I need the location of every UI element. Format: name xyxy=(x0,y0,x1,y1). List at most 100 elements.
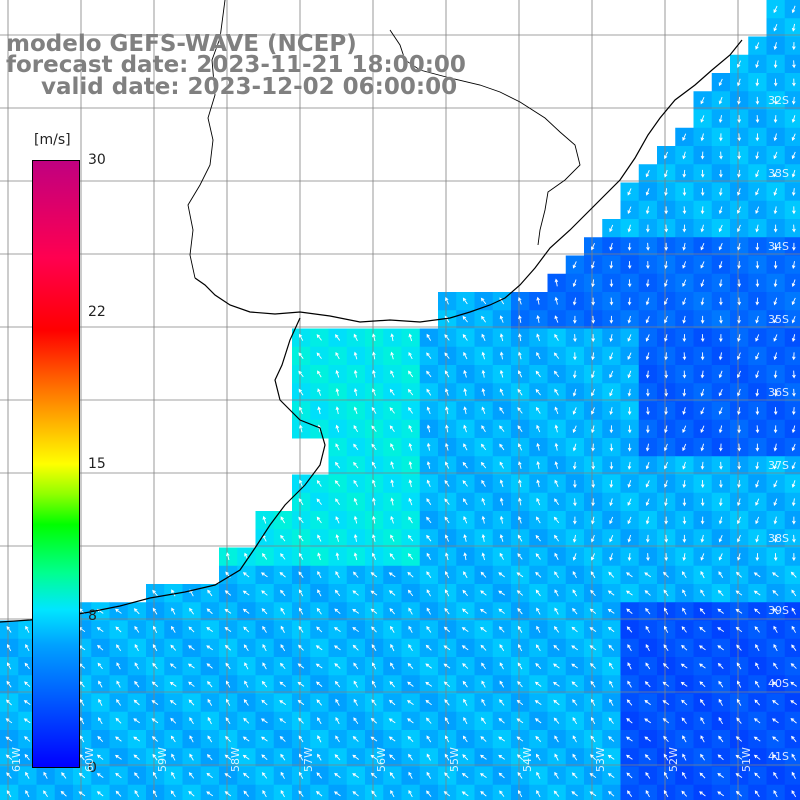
wind-speed-cell xyxy=(784,91,800,110)
wind-vector xyxy=(481,534,486,542)
wind-vector xyxy=(152,625,158,633)
wind-vector xyxy=(372,479,376,488)
wind-speed-cell xyxy=(584,784,603,800)
wind-vector xyxy=(388,590,396,596)
wind-vector xyxy=(444,753,450,761)
wind-vector xyxy=(645,625,650,633)
wind-vector xyxy=(645,480,650,488)
wind-vector xyxy=(682,516,687,525)
wind-vector xyxy=(24,681,31,688)
title-model: modelo GEFS-WAVE (NCEP) xyxy=(6,31,357,57)
wind-vector xyxy=(335,443,340,451)
wind-vector xyxy=(333,645,341,651)
wind-vector xyxy=(461,645,469,651)
wind-vector xyxy=(335,735,340,743)
wind-vector xyxy=(609,698,614,706)
wind-vector xyxy=(718,407,723,415)
wind-vector xyxy=(700,206,705,215)
wind-vector xyxy=(698,645,706,651)
wind-vector xyxy=(444,370,450,378)
wind-vector xyxy=(644,572,651,578)
wind-vector xyxy=(516,718,524,724)
wind-vector xyxy=(480,626,487,633)
wind-vector xyxy=(681,571,687,579)
wind-vector xyxy=(773,534,778,543)
wind-speed-cell xyxy=(784,255,800,275)
wind-vector xyxy=(25,644,30,652)
wind-vector xyxy=(554,461,559,469)
wind-vector xyxy=(700,716,705,725)
wind-vector xyxy=(426,479,431,488)
wind-vector xyxy=(133,608,140,615)
wind-vector xyxy=(754,699,761,706)
wind-vector xyxy=(152,753,158,761)
wind-vector xyxy=(389,607,395,615)
wind-vector xyxy=(260,736,268,742)
wind-vector xyxy=(262,662,267,670)
wind-vector xyxy=(516,736,524,742)
wind-vector xyxy=(736,662,742,670)
wind-vector xyxy=(334,772,341,779)
wind-vector xyxy=(700,224,705,233)
wind-vector xyxy=(571,791,578,797)
wind-vector xyxy=(792,42,796,51)
wind-vector xyxy=(206,608,213,615)
wind-vector xyxy=(662,571,669,578)
wind-vector xyxy=(353,497,358,506)
lat-label: 36S xyxy=(768,386,789,399)
wind-vector xyxy=(591,261,595,269)
wind-vector xyxy=(499,479,504,488)
wind-vector xyxy=(717,627,725,632)
wind-vector xyxy=(682,425,687,433)
wind-vector xyxy=(335,498,340,506)
wind-vector xyxy=(554,589,559,597)
wind-vector xyxy=(499,552,504,560)
wind-vector xyxy=(61,772,67,779)
wind-vector xyxy=(645,771,651,779)
wind-vector xyxy=(773,607,779,615)
wind-vector xyxy=(791,5,796,14)
wind-vector xyxy=(480,443,487,451)
wind-vector xyxy=(352,791,359,797)
wind-vector xyxy=(206,627,213,633)
wind-vector xyxy=(407,681,414,687)
wind-vector xyxy=(536,607,541,615)
wind-vector xyxy=(207,589,213,597)
wind-vector xyxy=(408,370,414,378)
wind-vector xyxy=(773,206,778,215)
wind-vector xyxy=(700,188,705,197)
wind-vector xyxy=(554,571,559,579)
wind-vector xyxy=(408,442,413,451)
wind-vector xyxy=(516,754,523,761)
wind-vector xyxy=(463,552,467,561)
wind-vector xyxy=(262,625,267,633)
wind-vector xyxy=(298,333,304,341)
wind-speed-cell xyxy=(784,474,800,494)
wind-vector xyxy=(242,590,250,596)
wind-vector xyxy=(717,662,724,669)
wind-vector xyxy=(535,553,541,560)
wind-vector xyxy=(445,442,449,451)
wind-vector xyxy=(407,388,414,396)
wind-vector xyxy=(646,425,650,434)
wind-vector xyxy=(480,297,487,305)
wind-vector xyxy=(755,78,760,87)
wind-vector xyxy=(225,717,231,725)
wind-vector xyxy=(407,571,414,578)
wind-vector xyxy=(719,169,723,178)
wind-vector xyxy=(719,151,723,160)
wind-vector xyxy=(737,297,742,306)
wind-vector xyxy=(535,662,542,669)
wind-vector xyxy=(316,352,322,359)
wind-vector xyxy=(244,680,249,688)
country-border-north xyxy=(389,29,581,246)
wind-vector xyxy=(388,736,396,742)
wind-vector xyxy=(335,571,340,579)
wind-vector xyxy=(682,334,687,343)
wind-vector xyxy=(408,625,413,633)
wind-vector xyxy=(280,625,285,633)
wind-vector xyxy=(773,789,778,798)
wind-vector xyxy=(572,553,577,561)
wind-vector xyxy=(224,773,232,778)
